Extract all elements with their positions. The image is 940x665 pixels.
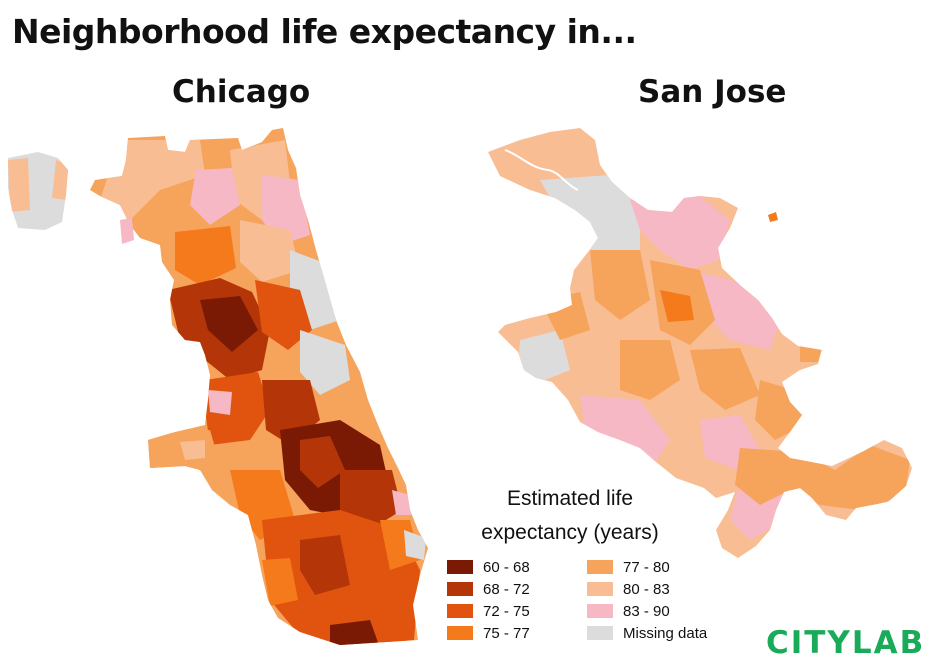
legend-label: 72 - 75 bbox=[483, 602, 530, 620]
legend-label: 68 - 72 bbox=[483, 580, 530, 598]
legend-label: Missing data bbox=[623, 624, 708, 642]
legend-item-80-83: 80 - 83 bbox=[587, 580, 707, 598]
headline: Neighborhood life expectancy in... bbox=[12, 12, 637, 51]
legend-item-60-68: 60 - 68 bbox=[447, 558, 587, 576]
map-san-jose-river bbox=[504, 149, 579, 191]
legend-item-68-72: 68 - 72 bbox=[447, 580, 587, 598]
map-chicago-fragment bbox=[120, 218, 134, 244]
legend-item-83-90: 83 - 90 bbox=[587, 602, 707, 620]
legend-title-line-1: Estimated life bbox=[506, 487, 634, 510]
legend-item-77-80: 77 - 80 bbox=[587, 558, 707, 576]
map-title-san-jose: San Jose bbox=[638, 74, 787, 110]
citylab-logo: CITYLAB bbox=[766, 625, 926, 661]
legend-label: 83 - 90 bbox=[623, 602, 670, 620]
legend-swatch bbox=[447, 626, 473, 640]
legend-item-missing-data: Missing data bbox=[587, 624, 707, 642]
legend-swatch bbox=[587, 604, 613, 618]
map-san-jose-fragment bbox=[768, 212, 778, 222]
map-title-chicago: Chicago bbox=[172, 74, 311, 110]
legend-swatch bbox=[587, 560, 613, 574]
map-chicago bbox=[90, 128, 428, 645]
legend-label: 80 - 83 bbox=[623, 580, 670, 598]
legend-swatch bbox=[447, 560, 473, 574]
legend-label: 75 - 77 bbox=[483, 624, 530, 642]
legend-label: 77 - 80 bbox=[623, 558, 670, 576]
legend-item-72-75: 72 - 75 bbox=[447, 602, 587, 620]
legend: 60 - 68 77 - 80 68 - 72 80 - 83 72 - 75 … bbox=[447, 558, 707, 642]
legend-item-75-77: 75 - 77 bbox=[447, 624, 587, 642]
legend-swatch bbox=[447, 582, 473, 596]
map-chicago-ohare bbox=[8, 152, 68, 230]
legend-label: 60 - 68 bbox=[483, 558, 530, 576]
legend-swatch bbox=[587, 582, 613, 596]
legend-title-line-2: expectancy (years) bbox=[481, 521, 659, 544]
legend-swatch bbox=[587, 626, 613, 640]
legend-swatch bbox=[447, 604, 473, 618]
